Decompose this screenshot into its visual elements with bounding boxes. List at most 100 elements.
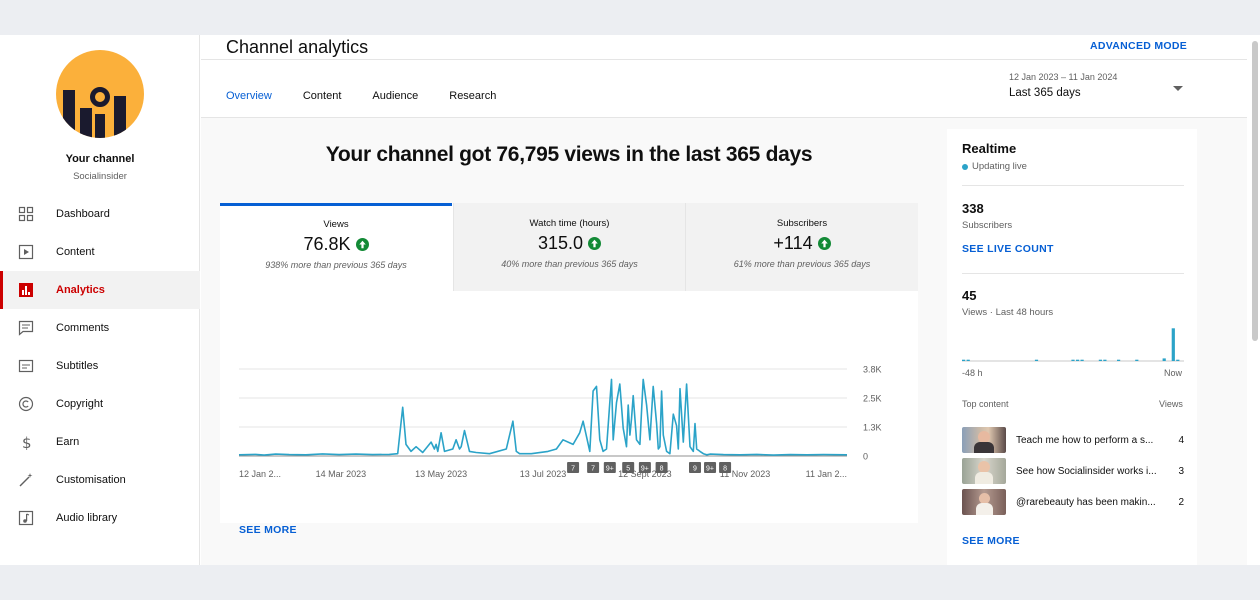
- divider: [962, 185, 1184, 186]
- x-tick-label: 13 Jul 2023: [520, 469, 567, 479]
- metric-compare: 61% more than previous 365 days: [733, 259, 871, 269]
- audio-library-icon: [18, 510, 34, 526]
- sidebar-item-analytics[interactable]: Analytics: [0, 271, 200, 309]
- top-content-views: 2: [1178, 496, 1184, 508]
- svg-text:7: 7: [571, 466, 575, 473]
- sidebar: Your channel Socialinsider Dashboard Con…: [0, 35, 200, 565]
- svg-text:9+: 9+: [706, 466, 714, 473]
- date-range-text[interactable]: 12 Jan 2023 – 11 Jan 2024: [1009, 72, 1118, 82]
- y-tick-label: 0: [863, 452, 868, 462]
- realtime-bar: [1135, 359, 1139, 361]
- trend-up-icon: [817, 237, 831, 250]
- metric-label: Views: [323, 219, 349, 230]
- top-content-views: 4: [1178, 434, 1184, 446]
- metric-compare: 938% more than previous 365 days: [265, 260, 407, 270]
- sidebar-item-earn[interactable]: $ Earn: [0, 423, 200, 461]
- sidebar-item-label: Content: [56, 246, 95, 258]
- subscribers-count: 338: [962, 201, 984, 216]
- top-content-label: Top content: [962, 399, 1009, 409]
- video-marker[interactable]: 8: [719, 462, 732, 473]
- views-chart[interactable]: 0 1.3K 2.5K 3.8K 7 7 9+ 5 9+ 8 9 9+ 8 12 Jan 2... 14 M…: [220, 321, 918, 481]
- svg-text:8: 8: [723, 466, 727, 473]
- scrollbar[interactable]: [1252, 41, 1258, 341]
- realtime-see-more-button[interactable]: SEE MORE: [962, 535, 1020, 547]
- svg-text:7: 7: [591, 466, 595, 473]
- sidebar-item-customisation[interactable]: Customisation: [0, 461, 200, 499]
- svg-text:5: 5: [626, 466, 630, 473]
- live-label: Updating live: [972, 161, 1027, 172]
- metric-watch-time-tab[interactable]: Watch time (hours) 315.0 40% more than p…: [453, 203, 685, 291]
- analytics-icon: [19, 283, 33, 297]
- svg-text:9+: 9+: [606, 466, 614, 473]
- sidebar-item-audio-library[interactable]: Audio library: [0, 499, 200, 537]
- video-thumbnail: [962, 458, 1006, 484]
- sidebar-nav: Dashboard Content Analytics Comments Sub…: [0, 195, 200, 537]
- tab-overview[interactable]: Overview: [226, 90, 272, 120]
- channel-handle: Socialinsider: [73, 171, 127, 182]
- header-divider: [201, 59, 1247, 60]
- video-marker[interactable]: 7: [567, 462, 580, 473]
- see-live-count-button[interactable]: SEE LIVE COUNT: [962, 243, 1054, 255]
- see-more-button[interactable]: SEE MORE: [239, 524, 297, 536]
- video-marker[interactable]: 9: [689, 462, 701, 473]
- x-tick-label: 13 May 2023: [415, 469, 467, 479]
- realtime-bar: [1171, 328, 1175, 361]
- realtime-live-status: Updating live: [962, 161, 1027, 172]
- tab-audience[interactable]: Audience: [372, 90, 419, 102]
- svg-text:8: 8: [660, 466, 664, 473]
- realtime-bar: [1176, 359, 1180, 361]
- sidebar-item-dashboard[interactable]: Dashboard: [0, 195, 200, 233]
- realtime-views-chart[interactable]: [962, 327, 1184, 363]
- realtime-axis-end: Now: [1164, 368, 1183, 378]
- metric-views-tab[interactable]: Views 76.8K 938% more than previous 365 …: [220, 203, 452, 291]
- realtime-bar: [1162, 358, 1166, 361]
- top-content-title: See how Socialinsider works i...: [1016, 465, 1157, 477]
- realtime-bar: [966, 359, 970, 361]
- svg-text:9+: 9+: [641, 466, 649, 473]
- tab-content[interactable]: Content: [302, 90, 342, 102]
- y-tick-label: 3.8K: [863, 365, 882, 375]
- sidebar-item-content[interactable]: Content: [0, 233, 200, 271]
- y-tick-label: 2.5K: [863, 394, 882, 404]
- video-marker[interactable]: 7: [587, 462, 600, 473]
- x-tick-label: 14 Mar 2023: [316, 469, 367, 479]
- metric-subscribers-tab[interactable]: Subscribers +114 61% more than previous …: [685, 203, 918, 291]
- chevron-down-icon[interactable]: [1172, 85, 1184, 93]
- subscribers-label: Subscribers: [962, 220, 1013, 231]
- video-marker[interactable]: 5: [622, 462, 635, 473]
- views-count: 45: [962, 288, 977, 303]
- realtime-bar: [1098, 359, 1102, 361]
- earn-icon: $: [22, 434, 32, 450]
- tab-research[interactable]: Research: [449, 90, 497, 102]
- realtime-bar: [962, 359, 966, 361]
- copyright-icon: [18, 396, 34, 412]
- date-range-select[interactable]: Last 365 days: [1009, 87, 1081, 99]
- video-marker[interactable]: 8: [655, 462, 668, 473]
- video-marker[interactable]: 9+: [704, 462, 717, 473]
- sidebar-item-label: Dashboard: [56, 208, 110, 220]
- overview-card: Views 76.8K 938% more than previous 365 …: [220, 203, 918, 536]
- top-content-title: @rarebeauty has been makin...: [1016, 496, 1156, 508]
- trend-up-icon: [355, 238, 369, 251]
- trend-up-icon: [588, 237, 602, 250]
- realtime-bar: [1034, 359, 1039, 361]
- channel-avatar[interactable]: [56, 50, 144, 138]
- svg-text:9: 9: [693, 466, 697, 473]
- sidebar-item-copyright[interactable]: Copyright: [0, 385, 200, 423]
- views-label: Views · Last 48 hours: [962, 307, 1054, 318]
- metric-value: 315.0: [537, 233, 584, 253]
- top-content-item[interactable]: @rarebeauty has been makin... 2: [962, 489, 1184, 515]
- sidebar-item-comments[interactable]: Comments: [0, 309, 200, 347]
- customisation-icon: [19, 473, 33, 487]
- video-marker[interactable]: 9+: [638, 462, 651, 473]
- advanced-mode-link[interactable]: ADVANCED MODE: [1090, 40, 1188, 52]
- top-content-item[interactable]: Teach me how to perform a s... 4: [962, 427, 1184, 453]
- comments-icon: [18, 320, 34, 336]
- x-tick-label: 12 Sept 2023: [618, 469, 672, 479]
- sidebar-item-subtitles[interactable]: Subtitles: [0, 347, 200, 385]
- top-content-item[interactable]: See how Socialinsider works i... 3: [962, 458, 1184, 484]
- sidebar-item-label: Comments: [56, 322, 110, 334]
- channel-name: Your channel: [65, 153, 135, 165]
- video-marker[interactable]: 9+: [603, 462, 616, 473]
- metric-value: +114: [773, 233, 813, 253]
